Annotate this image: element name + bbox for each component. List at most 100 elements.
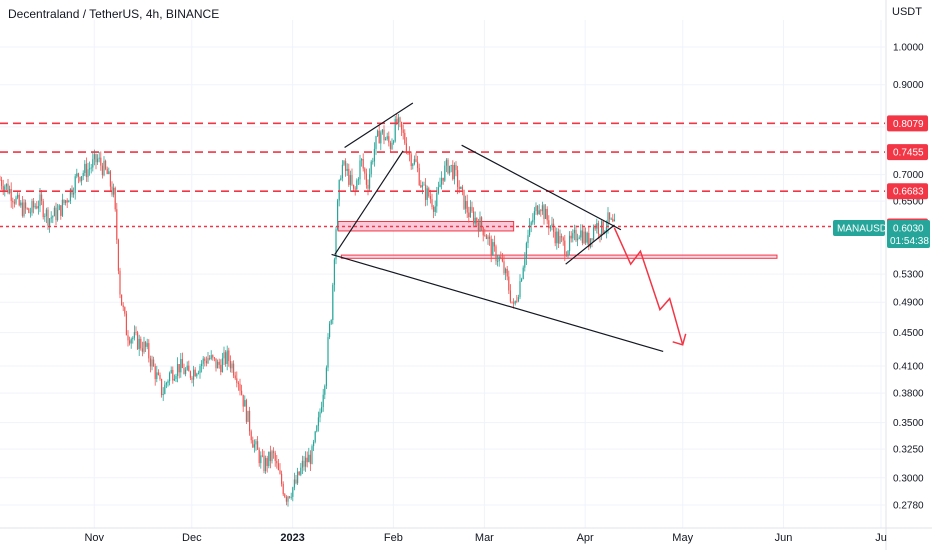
candle-body bbox=[367, 184, 369, 189]
candle-body bbox=[146, 343, 148, 347]
candle-body bbox=[609, 212, 611, 220]
candle-body bbox=[231, 363, 233, 369]
x-tick-label: Feb bbox=[384, 532, 403, 544]
candle-body bbox=[58, 205, 60, 210]
y-tick-label: 0.4100 bbox=[893, 361, 924, 372]
candle-body bbox=[169, 373, 171, 382]
candle-body bbox=[597, 223, 599, 235]
candle-body bbox=[28, 208, 30, 213]
candle-body bbox=[385, 138, 387, 141]
candle-body bbox=[223, 352, 225, 359]
candle-body bbox=[108, 171, 110, 174]
symbol-tag-text: MANAUSDT bbox=[837, 223, 893, 234]
candle-body bbox=[236, 378, 238, 383]
candle-body bbox=[369, 174, 371, 189]
triangle-upper-trendline bbox=[461, 144, 622, 231]
candle-body bbox=[148, 343, 150, 359]
candle-body bbox=[474, 217, 476, 224]
y-tick-label: 0.4500 bbox=[893, 328, 924, 339]
candle-body bbox=[468, 212, 470, 218]
candle-body bbox=[255, 441, 257, 445]
candle-body bbox=[324, 385, 326, 395]
candle-body bbox=[429, 196, 431, 200]
candle-body bbox=[332, 284, 334, 321]
x-tick-label: Dec bbox=[182, 532, 202, 544]
candle-body bbox=[399, 117, 401, 123]
candle-body bbox=[541, 205, 543, 212]
candle-body bbox=[37, 205, 39, 209]
candle-body bbox=[226, 350, 228, 364]
candle-body bbox=[129, 340, 131, 344]
candle-body bbox=[79, 176, 81, 182]
candle-body bbox=[15, 197, 17, 204]
candle-body bbox=[572, 233, 574, 239]
candle-body bbox=[607, 212, 609, 227]
candle-body bbox=[340, 178, 342, 180]
candle-body bbox=[18, 194, 20, 206]
candle-body bbox=[346, 168, 348, 171]
candle-body bbox=[450, 164, 452, 166]
candle-body bbox=[220, 364, 222, 373]
candle-body bbox=[293, 479, 295, 488]
price-level-badge bbox=[887, 183, 928, 200]
candle-body bbox=[479, 217, 481, 232]
candle-body bbox=[417, 161, 419, 168]
candle-body bbox=[177, 364, 179, 376]
candle-body bbox=[191, 377, 193, 380]
candle-body bbox=[92, 159, 94, 168]
candle-body bbox=[317, 417, 319, 426]
candle-body bbox=[239, 383, 241, 391]
candle-body bbox=[319, 412, 321, 418]
candle-body bbox=[77, 173, 79, 177]
candle-body bbox=[85, 163, 87, 178]
candle-body bbox=[586, 232, 588, 243]
candle-body bbox=[65, 200, 67, 203]
candle-body bbox=[121, 294, 123, 306]
candle-body bbox=[559, 235, 561, 244]
candle-body bbox=[309, 454, 311, 464]
candle-body bbox=[7, 183, 9, 194]
candle-body bbox=[503, 261, 505, 274]
candle-body bbox=[305, 457, 307, 467]
candle-body bbox=[261, 455, 263, 457]
candle-body bbox=[257, 441, 259, 450]
candle-body bbox=[463, 189, 465, 209]
candle-body bbox=[237, 382, 239, 384]
candle-body bbox=[445, 159, 447, 166]
candle-body bbox=[5, 183, 7, 187]
candle-body bbox=[50, 217, 52, 219]
candle-body bbox=[386, 136, 388, 139]
candle-body bbox=[343, 161, 345, 165]
candle-body bbox=[145, 341, 147, 347]
candle-body bbox=[225, 352, 227, 364]
y-tick-label: 0.9000 bbox=[893, 80, 924, 91]
candle-body bbox=[569, 235, 571, 251]
candle-body bbox=[383, 129, 385, 141]
candle-body bbox=[337, 200, 339, 230]
y-tick-label: 0.7000 bbox=[893, 170, 924, 181]
candle-body bbox=[217, 361, 219, 369]
candle-body bbox=[421, 185, 423, 188]
candle-body bbox=[74, 176, 76, 193]
candle-body bbox=[365, 173, 367, 185]
candle-body bbox=[585, 231, 587, 243]
candle-body bbox=[557, 231, 559, 244]
candle-body bbox=[521, 278, 523, 282]
candle-body bbox=[61, 199, 63, 216]
candle-body bbox=[241, 390, 243, 395]
candle-body bbox=[33, 201, 35, 208]
candle-body bbox=[530, 222, 532, 226]
candle-body bbox=[258, 449, 260, 464]
wedge-lower-trendline bbox=[334, 150, 404, 255]
candle-body bbox=[36, 206, 38, 209]
candle-body bbox=[453, 164, 455, 180]
y-tick-label: 0.5300 bbox=[893, 270, 924, 281]
candle-body bbox=[410, 154, 412, 167]
candle-body bbox=[425, 184, 427, 200]
candle-body bbox=[548, 220, 550, 229]
candle-body bbox=[25, 202, 27, 209]
candle-body bbox=[396, 119, 398, 124]
candle-body bbox=[591, 238, 593, 241]
candle-body bbox=[565, 255, 567, 257]
